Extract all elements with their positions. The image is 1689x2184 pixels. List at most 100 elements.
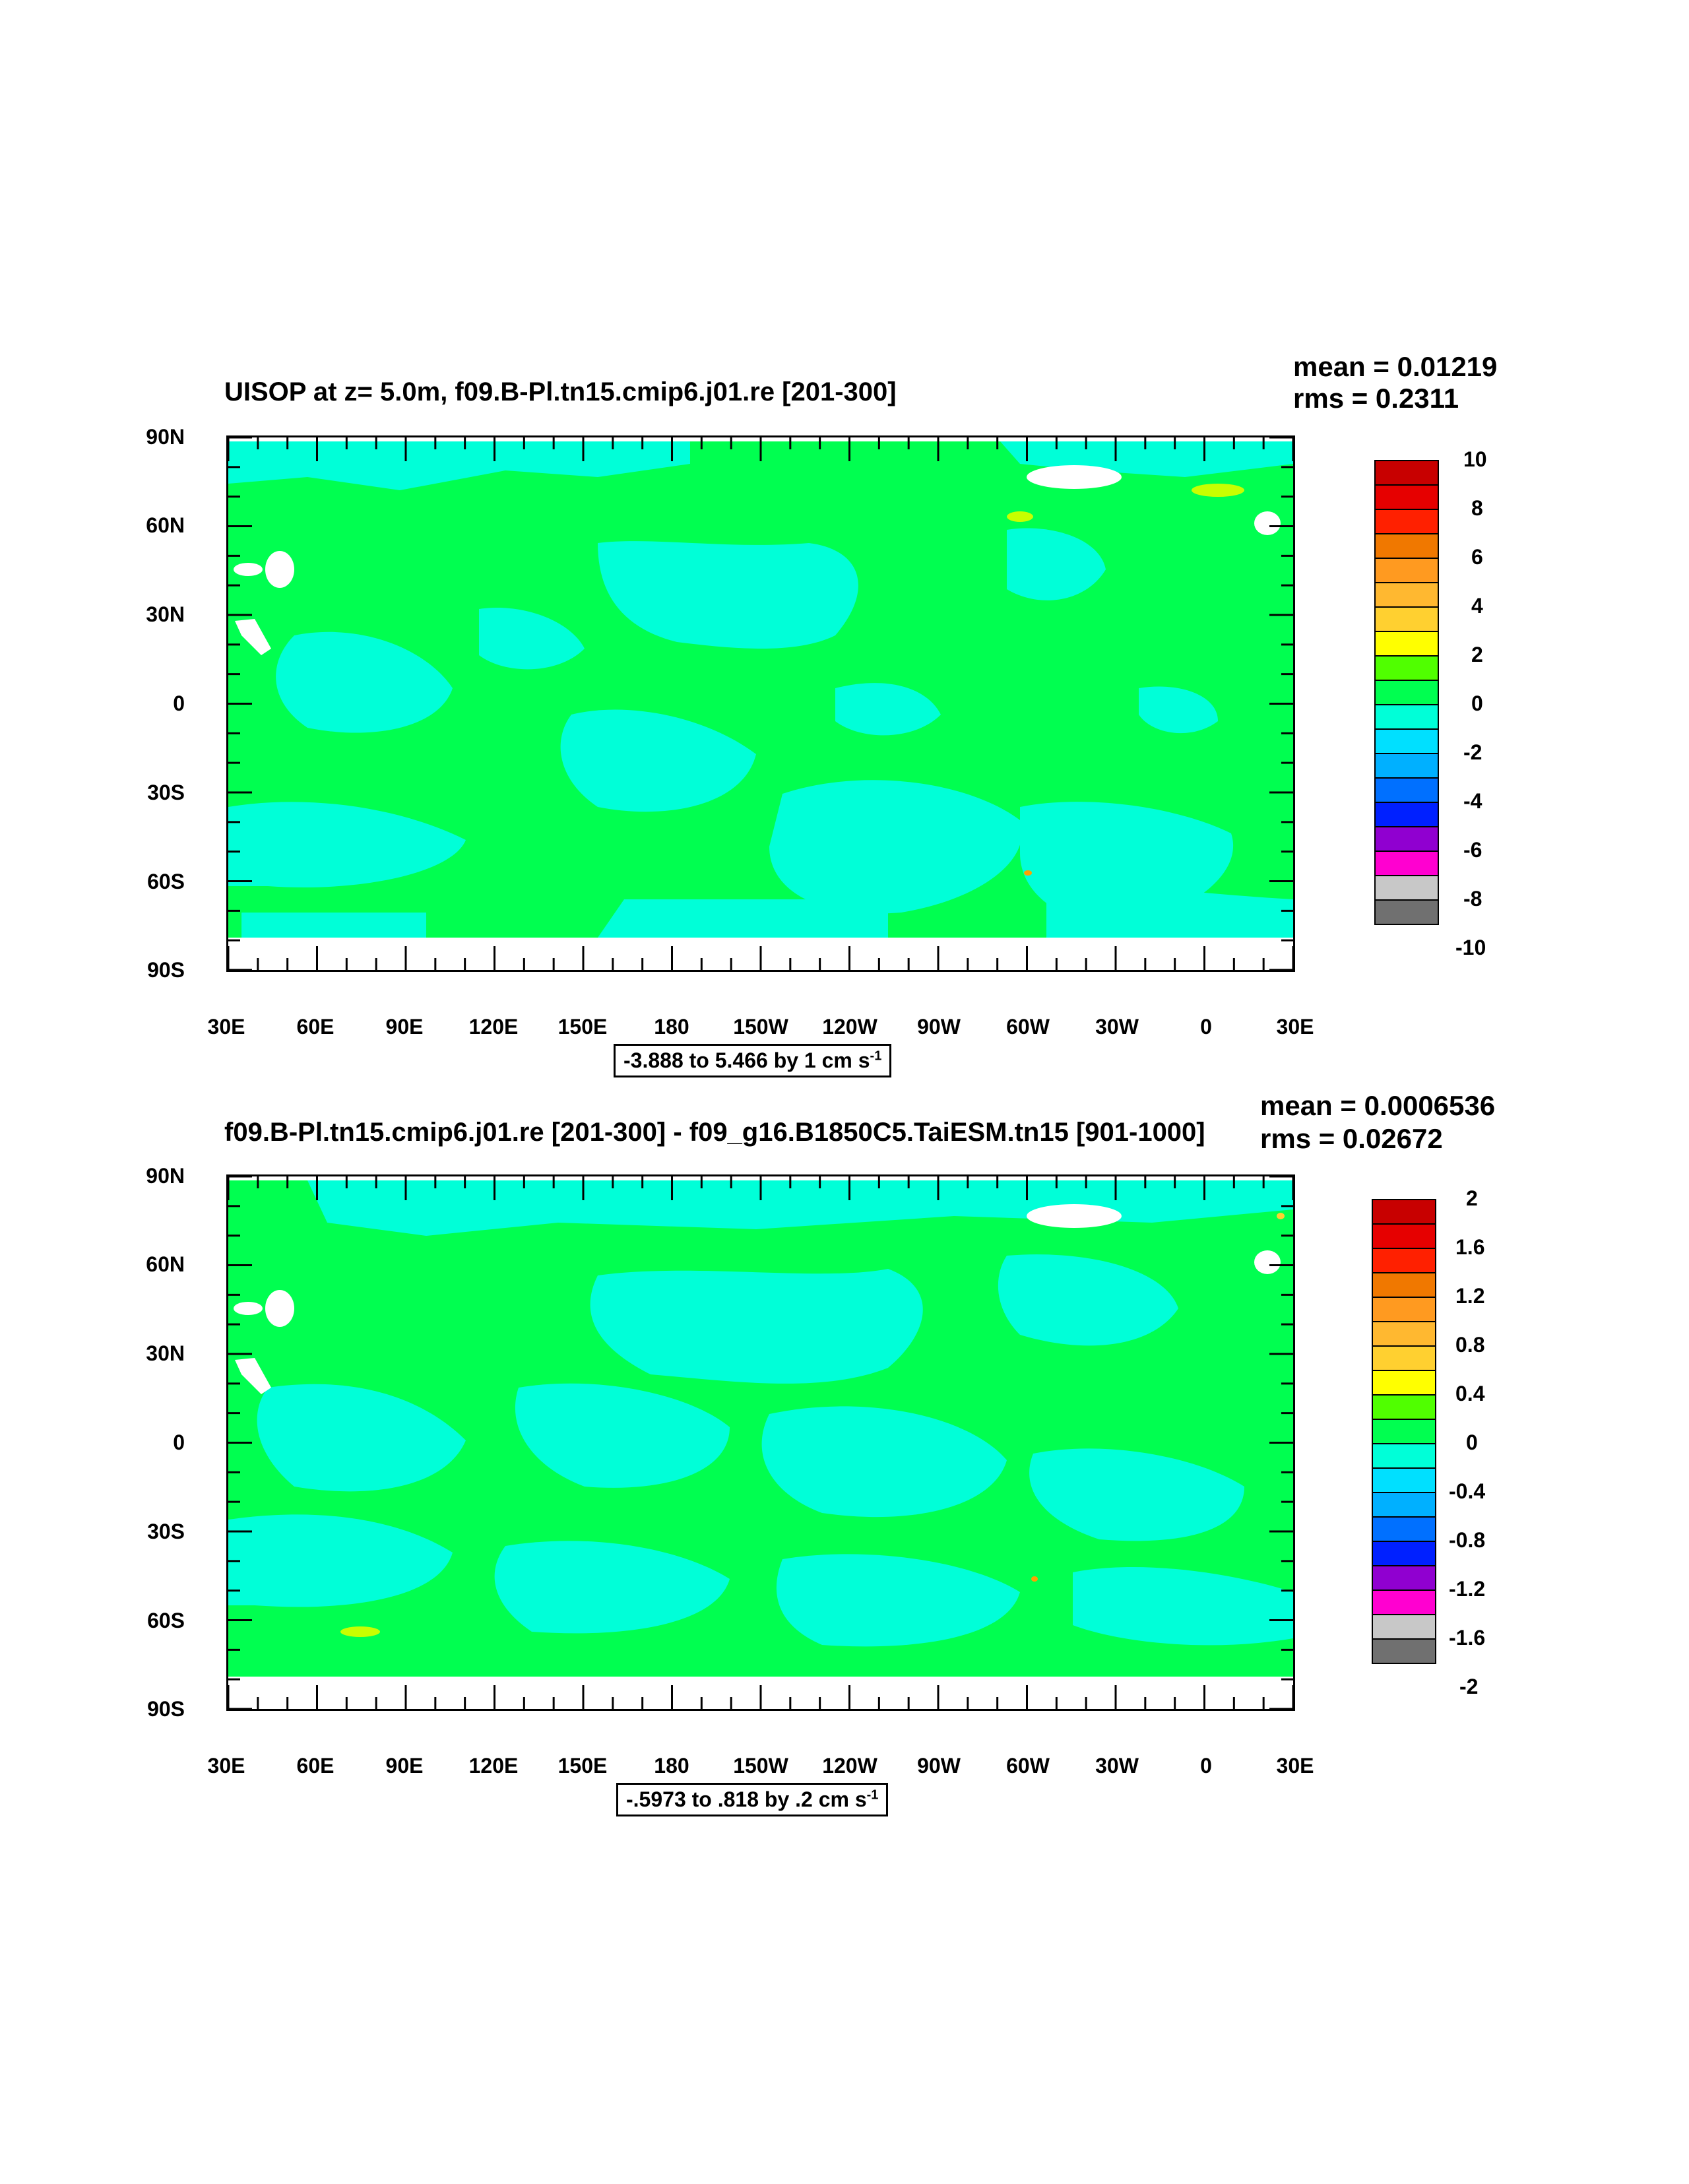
panel-top: UISOP at z= 5.0m, f09.B-Pl.tn15.cmip6.j0… [0,0,1689,1089]
colorbar-swatch [1372,1199,1436,1225]
mean-stat: mean = 0.01219 [1293,351,1498,382]
colorbar-label: 0 [1471,691,1483,715]
colorbar-label: 0 [1466,1430,1478,1454]
positive-features [1007,484,1244,876]
y-label: 60S [147,870,185,893]
x-label: 150E [558,1754,608,1778]
mean-stat: mean = 0.0006536 [1260,1090,1496,1121]
colorbar-label: -0.8 [1449,1528,1486,1552]
colorbar-label: -1.2 [1449,1577,1486,1601]
x-label: 150E [558,1015,608,1039]
y-label: 90N [146,425,185,449]
colorbar-label: -8 [1463,887,1482,911]
x-label: 90W [917,1015,961,1039]
positive-features [340,1213,1285,1637]
x-label: 60E [296,1754,335,1778]
range-unit-exponent: -1 [870,1048,882,1064]
colorbar-label: 6 [1471,545,1483,569]
colorbar-swatch [1372,1492,1436,1518]
x-label: 150W [733,1015,788,1039]
x-label: 0 [1200,1754,1212,1778]
colorbar-label: 1.2 [1455,1284,1485,1308]
colorbar-label: -4 [1463,789,1482,813]
colorbar-label: -6 [1463,838,1482,862]
colorbar-swatch [1372,1419,1436,1444]
x-label: 90E [385,1015,424,1039]
colorbar-swatch [1372,1541,1436,1566]
colorbar-swatch [1372,1565,1436,1591]
x-label: 120W [822,1754,877,1778]
x-label: 150W [733,1754,788,1778]
colorbar-swatch [1374,533,1439,559]
colorbar-swatch [1372,1614,1436,1640]
x-label: 90W [917,1754,961,1778]
negative-regions [228,1180,1293,1647]
y-label: 90S [147,958,185,982]
colorbar-label: 4 [1471,594,1483,618]
colorbar-swatch [1374,582,1439,608]
x-label: 30E [1276,1015,1314,1039]
panel-title: UISOP at z= 5.0m, f09.B-Pl.tn15.cmip6.j0… [224,377,897,406]
x-label: 30E [207,1015,245,1039]
map-plot [226,435,1295,972]
x-label: 120W [822,1015,877,1039]
x-label: 30E [1276,1754,1314,1778]
colorbar-swatch [1374,558,1439,583]
rms-stat: rms = 0.2311 [1293,383,1459,414]
x-label: 30E [207,1754,245,1778]
colorbar-swatch [1372,1638,1436,1664]
colorbar-swatch [1374,631,1439,657]
colorbar-label: 2 [1466,1186,1478,1210]
colorbar-swatch [1374,606,1439,632]
colorbar-label: -0.4 [1449,1479,1486,1503]
contour-range-box: -.5973 to .818 by .2 cm s-1 [616,1783,889,1816]
x-label: 180 [654,1754,689,1778]
y-label: 90N [146,1164,185,1188]
y-label: 90S [147,1697,185,1721]
y-label: 30N [146,1341,185,1365]
x-label: 90E [385,1754,424,1778]
negative-regions [228,441,1293,938]
x-label: 120E [468,1754,519,1778]
rms-stat: rms = 0.02672 [1260,1123,1443,1154]
colorbar-swatch [1374,704,1439,730]
x-label: 60W [1006,1754,1050,1778]
colorbar-label: 0.8 [1455,1333,1485,1357]
colorbar-swatch [1372,1321,1436,1347]
colorbar-swatch [1374,753,1439,779]
colorbar-swatch [1374,899,1439,925]
range-text: -.5973 to .818 by .2 cm s [626,1787,867,1811]
x-label: 30W [1095,1754,1139,1778]
y-label: 30S [147,781,185,804]
contour-range-box: -3.888 to 5.466 by 1 cm s-1 [614,1044,892,1077]
colorbar-swatch [1372,1467,1436,1493]
map-field [228,1180,1293,1709]
range-text: -3.888 to 5.466 by 1 cm s [623,1048,870,1072]
colorbar-label: 8 [1471,496,1483,520]
colorbar [1374,460,1439,925]
y-label: 30N [146,602,185,626]
colorbar-swatch [1372,1248,1436,1273]
colorbar-swatch [1374,509,1439,534]
colorbar-swatch [1372,1590,1436,1615]
colorbar-swatch [1372,1516,1436,1542]
x-label: 60E [296,1015,335,1039]
x-label: 30W [1095,1015,1139,1039]
colorbar-swatch [1374,680,1439,705]
colorbar-label: -2 [1463,740,1482,764]
colorbar-label: -2 [1459,1675,1479,1698]
colorbar-swatch [1372,1370,1436,1396]
colorbar-swatch [1372,1345,1436,1371]
colorbar-swatch [1372,1394,1436,1420]
x-label: 60W [1006,1015,1050,1039]
colorbar-swatch [1372,1443,1436,1469]
colorbar-swatch [1374,460,1439,486]
x-label: 180 [654,1015,689,1039]
colorbar-swatch [1374,851,1439,876]
colorbar-label: 10 [1463,447,1487,471]
colorbar-swatch [1372,1297,1436,1322]
map-field [228,441,1293,970]
colorbar-swatch [1372,1272,1436,1298]
colorbar-swatch [1374,728,1439,754]
